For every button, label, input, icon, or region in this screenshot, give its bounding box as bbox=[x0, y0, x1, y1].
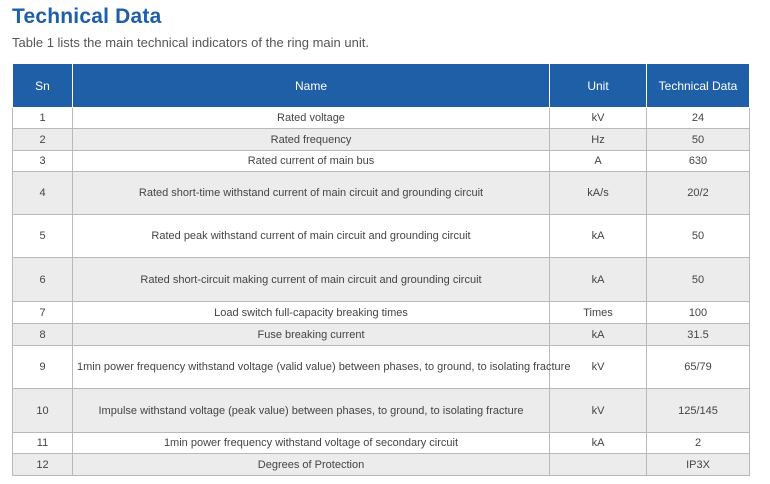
cell-name: 1min power frequency withstand voltage (… bbox=[72, 345, 570, 389]
table-row: 2 Rated frequency Hz 50 bbox=[12, 128, 750, 151]
cell-name: Rated short-time withstand current of ma… bbox=[72, 171, 550, 215]
cell-unit: kV bbox=[549, 388, 647, 433]
cell-unit: kV bbox=[549, 345, 647, 389]
column-header-technical-data: Technical Data bbox=[646, 63, 750, 108]
cell-name: Rated peak withstand current of main cir… bbox=[72, 214, 550, 258]
table-row: 10 Impulse withstand voltage (peak value… bbox=[12, 388, 750, 433]
page-subtitle: Table 1 lists the main technical indicat… bbox=[12, 35, 369, 50]
cell-sn: 6 bbox=[12, 257, 73, 302]
page-title: Technical Data bbox=[12, 5, 162, 28]
technical-data-table: Sn Name Unit Technical Data 1 Rated volt… bbox=[12, 63, 750, 476]
cell-value: 50 bbox=[646, 128, 750, 151]
cell-unit: kA bbox=[549, 432, 647, 454]
cell-sn: 1 bbox=[12, 107, 73, 129]
cell-name: 1min power frequency withstand voltage o… bbox=[72, 432, 550, 454]
cell-unit: Times bbox=[549, 301, 647, 324]
cell-sn: 3 bbox=[12, 150, 73, 172]
cell-unit: A bbox=[549, 150, 647, 172]
cell-value: IP3X bbox=[646, 453, 750, 476]
cell-name: Impulse withstand voltage (peak value) b… bbox=[72, 388, 550, 433]
cell-value: 125/145 bbox=[646, 388, 750, 433]
table-row: 8 Fuse breaking current kA 31.5 bbox=[12, 323, 750, 346]
table-header-row: Sn Name Unit Technical Data bbox=[12, 63, 750, 108]
cell-unit: kA bbox=[549, 323, 647, 346]
cell-sn: 10 bbox=[12, 388, 73, 433]
cell-unit: kA/s bbox=[549, 171, 647, 215]
cell-unit: Hz bbox=[549, 128, 647, 151]
cell-sn: 11 bbox=[12, 432, 73, 454]
cell-sn: 4 bbox=[12, 171, 73, 215]
cell-value: 50 bbox=[646, 214, 750, 258]
cell-name: Fuse breaking current bbox=[72, 323, 550, 346]
table-row: 6 Rated short-circuit making current of … bbox=[12, 257, 750, 302]
cell-unit bbox=[549, 453, 647, 476]
cell-name: Rated short-circuit making current of ma… bbox=[72, 257, 550, 302]
table-row: 4 Rated short-time withstand current of … bbox=[12, 171, 750, 215]
cell-sn: 5 bbox=[12, 214, 73, 258]
column-header-unit: Unit bbox=[549, 63, 647, 108]
cell-name: Degrees of Protection bbox=[72, 453, 550, 476]
cell-value: 2 bbox=[646, 432, 750, 454]
table-row: 5 Rated peak withstand current of main c… bbox=[12, 214, 750, 258]
cell-sn: 7 bbox=[12, 301, 73, 324]
table-row: 3 Rated current of main bus A 630 bbox=[12, 150, 750, 172]
cell-name: Load switch full-capacity breaking times bbox=[72, 301, 550, 324]
cell-sn: 12 bbox=[12, 453, 73, 476]
table-row: 11 1min power frequency withstand voltag… bbox=[12, 432, 750, 454]
cell-value: 100 bbox=[646, 301, 750, 324]
table-row: 7 Load switch full-capacity breaking tim… bbox=[12, 301, 750, 324]
cell-value: 65/79 bbox=[646, 345, 750, 389]
table-row: 1 Rated voltage kV 24 bbox=[12, 107, 750, 129]
cell-value: 50 bbox=[646, 257, 750, 302]
cell-value: 20/2 bbox=[646, 171, 750, 215]
cell-unit: kA bbox=[549, 257, 647, 302]
cell-sn: 2 bbox=[12, 128, 73, 151]
cell-value: 31.5 bbox=[646, 323, 750, 346]
table-row: 9 1min power frequency withstand voltage… bbox=[12, 345, 750, 389]
column-header-name: Name bbox=[72, 63, 550, 108]
cell-unit: kV bbox=[549, 107, 647, 129]
cell-name: Rated voltage bbox=[72, 107, 550, 129]
cell-value: 630 bbox=[646, 150, 750, 172]
cell-sn: 9 bbox=[12, 345, 73, 389]
cell-unit: kA bbox=[549, 214, 647, 258]
cell-sn: 8 bbox=[12, 323, 73, 346]
cell-value: 24 bbox=[646, 107, 750, 129]
cell-name: Rated current of main bus bbox=[72, 150, 550, 172]
column-header-sn: Sn bbox=[12, 63, 73, 108]
cell-name: Rated frequency bbox=[72, 128, 550, 151]
table-row: 12 Degrees of Protection IP3X bbox=[12, 453, 750, 476]
